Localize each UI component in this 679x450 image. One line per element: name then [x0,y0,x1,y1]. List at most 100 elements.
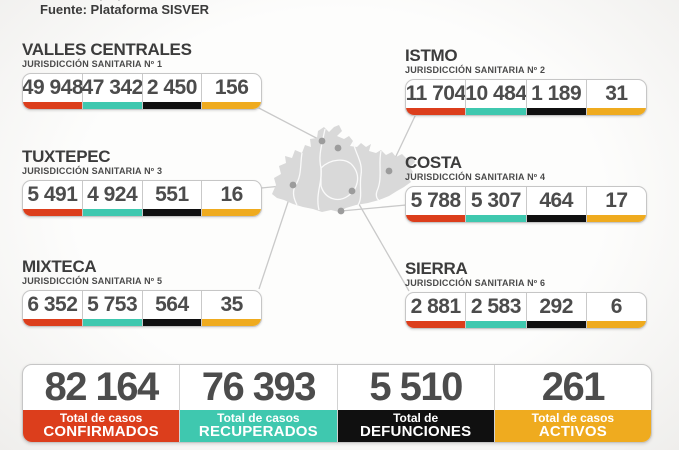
confirmados-value: 5 788 [410,189,462,212]
defunciones-cell: 2 450 [141,74,202,109]
date-label: Fecha: 14/12/2020 [40,0,151,3]
region-subtitle: JURISDICCIÓN SANITARIA Nº 3 [22,166,163,176]
region-subtitle: JURISDICCIÓN SANITARIA Nº 2 [405,65,546,75]
stats-box: 5 788 5 307 464 17 [405,186,647,223]
confirmados-value: 49 948 [22,76,83,99]
band-label-line2: RECUPERADOS [198,423,318,441]
activos-value: 17 [605,189,628,212]
total-confirmados-band: Total de casos CONFIRMADOS [23,410,180,442]
defunciones-value: 464 [539,189,573,212]
defunciones-cell: 292 [525,293,586,328]
band-label-line1: Total de casos [531,410,615,425]
oaxaca-state-shape [272,125,415,212]
recuperados-value: 4 924 [87,183,138,206]
activos-cell: 35 [201,291,261,326]
confirmados-value: 11 704 [405,82,466,105]
total-defunciones: 5 510 Total de DEFUNCIONES [336,365,494,442]
defunciones-cell: 464 [525,187,586,222]
total-recuperados: 76 393 Total de casos RECUPERADOS [179,365,337,442]
dot-tuxtepec [334,144,342,152]
defunciones-bar [142,102,202,109]
region-title: VALLES CENTRALES [22,40,192,59]
defunciones-cell: 1 189 [525,80,586,115]
recuperados-value: 2 583 [470,295,522,318]
recuperados-bar [466,321,526,328]
confirmados-cell: 11 704 [405,80,466,115]
total-recuperados-band: Total de casos RECUPERADOS [180,410,337,442]
total-activos: 261 Total de casos ACTIVOS [493,365,651,442]
defunciones-bar [526,215,586,222]
activos-bar [586,321,646,328]
stats-box: 5 491 4 924 551 16 [22,180,262,217]
region-valles-centrales: VALLES CENTRALES JURISDICCIÓN SANITARIA … [22,41,262,110]
activos-cell: 16 [201,181,261,216]
defunciones-bar [142,209,202,216]
recuperados-value: 47 342 [81,76,144,99]
source-label: Fuente: Plataforma SISVER [40,2,210,17]
region-subtitle: JURISDICCIÓN SANITARIA Nº 1 [22,59,163,69]
activos-cell: 31 [585,80,646,115]
region-title: MIXTECA [22,257,97,276]
defunciones-value: 2 450 [146,76,198,99]
connector-sierra [351,191,410,292]
stats-box: 6 352 5 753 564 35 [22,290,262,327]
recuperados-cell: 5 307 [465,187,526,222]
defunciones-cell: 564 [141,291,202,326]
region-title: COSTA [405,153,462,172]
confirmados-cell: 5 788 [406,187,466,222]
confirmados-cell: 6 352 [23,291,82,326]
confirmados-bar [406,108,466,115]
activos-cell: 17 [585,187,646,222]
recuperados-value: 5 753 [87,293,138,316]
region-subtitle: JURISDICCIÓN SANITARIA Nº 6 [405,278,546,288]
recuperados-cell: 2 583 [465,293,526,328]
stats-box: 11 704 10 484 1 189 31 [405,79,647,116]
recuperados-bar [466,215,526,222]
confirmados-value: 5 491 [27,183,78,206]
recuperados-bar [82,319,142,326]
region-title: ISTMO [405,46,458,65]
dot-valles-centrales [318,137,326,145]
activos-value: 156 [214,76,249,99]
recuperados-cell: 47 342 [81,74,144,109]
recuperados-value: 10 484 [465,82,527,105]
activos-value: 31 [605,82,628,105]
defunciones-value: 292 [539,295,573,318]
region-sierra: SIERRA JURISDICCIÓN SANITARIA Nº 6 2 881… [405,260,647,329]
region-subtitle: JURISDICCIÓN SANITARIA Nº 4 [405,172,546,182]
connector-costa [340,204,407,212]
total-recuperados-value: 76 393 [201,365,317,409]
total-activos-value: 261 [541,365,606,409]
recuperados-bar [82,102,142,109]
defunciones-value: 564 [155,293,189,316]
activos-value: 6 [610,295,623,318]
band-label-line1: Total de casos [59,410,143,425]
jurisdiction-dots [289,137,393,215]
defunciones-value: 551 [155,183,189,206]
confirmados-bar [23,209,82,216]
recuperados-cell: 10 484 [465,80,527,115]
region-costa: COSTA JURISDICCIÓN SANITARIA Nº 4 5 788 … [405,154,647,223]
total-defunciones-value: 5 510 [369,365,463,409]
dot-costa [337,207,345,215]
activos-value: 16 [220,183,243,206]
defunciones-value: 1 189 [531,82,582,105]
stats-box: 49 948 47 342 2 450 156 [22,73,262,110]
activos-bar [202,102,261,109]
connector-valles-centrales [254,105,323,142]
activos-bar [202,209,261,216]
band-label-line2: CONFIRMADOS [43,423,159,441]
region-istmo: ISTMO JURISDICCIÓN SANITARIA Nº 2 11 704… [405,47,647,116]
dot-sierra [348,187,356,195]
confirmados-bar [23,102,82,109]
stats-box: 2 881 2 583 292 6 [405,292,647,329]
confirmados-bar [406,215,466,222]
confirmados-bar [406,321,466,328]
confirmados-value: 2 881 [410,295,462,318]
defunciones-bar [526,321,586,328]
region-title: SIERRA [405,259,468,278]
activos-bar [586,108,646,115]
dot-istmo [385,167,393,175]
band-label-line1: Total de casos [217,410,300,425]
